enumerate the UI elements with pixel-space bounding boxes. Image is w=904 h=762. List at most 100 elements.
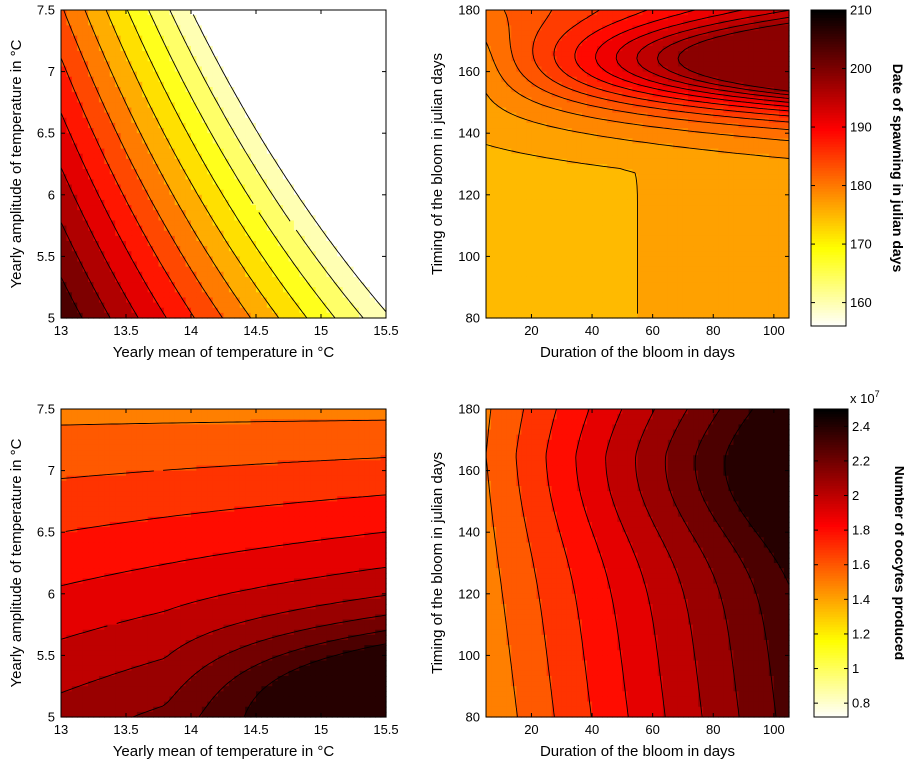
- contour-cell: [163, 230, 170, 237]
- contour-cell: [310, 45, 317, 52]
- contour-cell: [310, 297, 317, 304]
- contour-cell: [212, 40, 219, 47]
- contour-cell: [672, 56, 679, 62]
- contour-cell: [310, 112, 317, 119]
- contour-cell: [299, 241, 306, 247]
- contour-cell: [293, 194, 300, 201]
- contour-cell: [104, 97, 111, 103]
- contour-cell: [104, 307, 111, 314]
- contour-cell: [348, 271, 355, 278]
- contour-cell: [758, 112, 765, 119]
- contour-cell: [708, 51, 714, 57]
- contour-cell: [163, 20, 170, 26]
- contour-cell: [748, 10, 755, 16]
- contour-cell: [223, 312, 230, 319]
- contour-cell: [331, 138, 338, 145]
- contour-cell: [587, 76, 593, 83]
- contour-cell: [277, 251, 284, 257]
- contour-cell: [147, 261, 154, 268]
- contour-cell: [212, 251, 219, 257]
- contour-cell: [531, 117, 538, 124]
- contour-cell: [131, 256, 138, 263]
- contour-cell: [98, 210, 105, 216]
- contour-cell: [169, 138, 176, 145]
- contour-cell: [682, 107, 689, 114]
- contour-cell: [375, 122, 382, 129]
- contour-cell: [131, 153, 138, 160]
- contour-cell: [597, 97, 603, 103]
- contour-cell: [158, 153, 165, 160]
- contour-cell: [191, 112, 198, 119]
- contour-cell: [304, 117, 311, 124]
- contour-cell: [283, 205, 290, 211]
- contour-cell: [212, 174, 219, 180]
- contour-cell: [331, 107, 338, 114]
- contour-cell: [743, 66, 750, 73]
- contour-cell: [622, 61, 628, 68]
- contour-cell: [234, 302, 241, 309]
- contour-cell: [158, 61, 165, 68]
- contour-cell: [261, 45, 268, 52]
- contour-cell: [546, 35, 553, 42]
- contour-cell: [358, 143, 365, 150]
- contour-cell: [627, 56, 634, 62]
- contour-cell: [66, 117, 73, 124]
- contour-cell: [662, 71, 669, 78]
- contour-cell: [592, 56, 598, 62]
- contour-cell: [337, 61, 344, 68]
- contour-cell: [245, 15, 252, 21]
- contour-cell: [191, 30, 198, 37]
- contour-cell: [576, 97, 583, 103]
- contour-cell: [743, 71, 750, 78]
- contour-cell: [682, 76, 689, 83]
- contour-cell: [126, 215, 133, 222]
- contour-cell: [158, 276, 165, 283]
- contour-cell: [147, 307, 154, 314]
- contour-cell: [180, 97, 187, 103]
- contour-cell: [353, 10, 360, 16]
- contour-cell: [602, 92, 608, 98]
- contour-cell: [261, 143, 268, 150]
- contour-cell: [607, 92, 613, 98]
- contour-cell: [272, 81, 279, 88]
- contour-cell: [526, 97, 533, 103]
- contour-cell: [71, 107, 78, 114]
- contour-cell: [348, 256, 355, 263]
- contour-cell: [304, 15, 311, 21]
- contour-cell: [82, 266, 89, 273]
- contour-cell: [120, 112, 127, 119]
- contour-cell: [256, 276, 263, 283]
- contour-cell: [768, 25, 775, 32]
- contour-cell: [501, 102, 507, 109]
- contour-cell: [153, 30, 160, 37]
- contour-cell: [358, 45, 365, 52]
- contour-cell: [571, 20, 578, 26]
- contour-cell: [88, 97, 95, 103]
- contour-cell: [337, 210, 344, 216]
- contour-cell: [353, 241, 360, 247]
- contour-cell: [169, 297, 176, 304]
- contour-cell: [261, 148, 268, 155]
- contour-cell: [104, 87, 111, 93]
- contour-cell: [304, 51, 311, 57]
- contour-cell: [310, 184, 317, 191]
- contour-cell: [521, 66, 527, 73]
- contour-cell: [526, 81, 533, 88]
- contour-cell: [496, 30, 502, 37]
- contour-cell: [375, 76, 382, 83]
- contour-cell: [353, 143, 360, 150]
- contour-cell: [207, 107, 214, 114]
- contour-cell: [763, 92, 770, 98]
- contour-cell: [358, 133, 365, 139]
- contour-cell: [126, 189, 133, 196]
- contour-cell: [212, 292, 219, 299]
- contour-cell: [120, 148, 127, 155]
- contour-cell: [304, 71, 311, 78]
- contour-cell: [652, 20, 659, 26]
- contour-cell: [256, 184, 263, 191]
- contour-cell: [364, 312, 371, 319]
- contour-cell: [147, 56, 154, 62]
- contour-cell: [310, 92, 317, 98]
- contour-cell: [82, 87, 89, 93]
- contour-cell: [375, 81, 382, 88]
